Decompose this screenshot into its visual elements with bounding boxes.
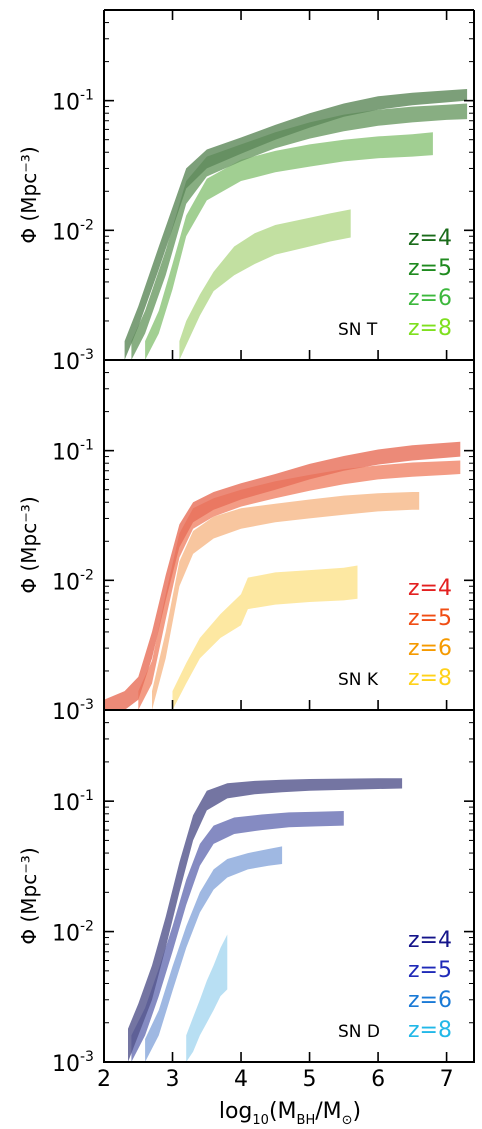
y-tick-label: 10-1: [52, 88, 94, 116]
y-axis-label: Φ (Mpc⁻³): [17, 496, 41, 593]
legend-item-z6: z=6: [408, 286, 452, 311]
x-axis-label: log10(MBH/M⊙): [219, 1099, 361, 1128]
band-z5: [131, 811, 344, 1062]
y-tick-label: 10-1: [52, 788, 94, 816]
band-z6: [145, 132, 433, 360]
plot-area: [104, 441, 461, 710]
y-tick-label: 10-3: [52, 1049, 94, 1077]
y-tick-label: 10-2: [52, 567, 94, 595]
panel-2: 10-3 10-2 10-1 Φ (Mpc⁻³) z=4 z=5 z=6 z=8 SN K: [17, 359, 475, 725]
y-tick-label: 10-3: [52, 347, 94, 375]
band-z8: [179, 209, 351, 360]
legend-item-z6: z=6: [408, 988, 452, 1013]
band-z4: [104, 441, 461, 710]
plot-area: [124, 89, 468, 360]
legend-item-z4: z=4: [408, 226, 452, 251]
y-tick-label: 10-3: [52, 697, 94, 725]
y-axis-label: Φ (Mpc⁻³): [17, 847, 41, 944]
panel-1: 10-3 10-2 10-1 Φ (Mpc⁻³) z=4 z=5 z=6 z=8 SN T: [17, 9, 475, 375]
band-z8: [186, 934, 228, 1062]
x-tick-label: 4: [234, 1067, 248, 1092]
panel-3: 10-3 10-2 10-1 Φ (Mpc⁻³) z=4 z=5 z=6 z=8 SN D: [17, 709, 475, 1077]
plot-area: [128, 778, 403, 1062]
legend-item-z4: z=4: [408, 576, 452, 601]
legend-item-z8: z=8: [408, 666, 452, 691]
legend-item-z8: z=8: [408, 1018, 452, 1043]
panel-label: SN T: [338, 320, 378, 340]
legend-item-z5: z=5: [408, 256, 452, 281]
y-tick-label: 10-1: [52, 438, 94, 466]
x-tick-label: 2: [97, 1067, 111, 1092]
y-tick-label: 10-2: [52, 217, 94, 245]
y-axis-label: Φ (Mpc⁻³): [17, 146, 41, 243]
x-tick-label: 5: [303, 1067, 317, 1092]
band-z5: [131, 103, 468, 360]
y-tick-label: 10-2: [52, 919, 94, 947]
x-tick-label: 7: [440, 1067, 454, 1092]
x-tick-label: 6: [371, 1067, 385, 1092]
panel-label: SN D: [338, 1022, 380, 1042]
legend-item-z4: z=4: [408, 928, 452, 953]
band-z6: [145, 846, 283, 1062]
panel-label: SN K: [338, 670, 379, 690]
legend-item-z5: z=5: [408, 606, 452, 631]
legend-item-z5: z=5: [408, 958, 452, 983]
x-tick-label: 3: [166, 1067, 180, 1092]
legend-item-z8: z=8: [408, 316, 452, 341]
legend-item-z6: z=6: [408, 636, 452, 661]
band-z4: [124, 89, 468, 360]
band-z8: [172, 565, 358, 710]
